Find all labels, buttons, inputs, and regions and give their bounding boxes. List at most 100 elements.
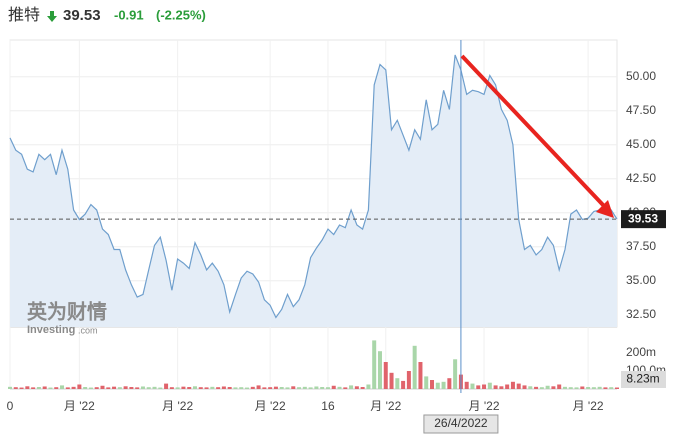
volume-bar (8, 386, 12, 389)
last-price-label: 39.53 (628, 211, 658, 225)
volume-bar (181, 386, 186, 389)
volume-bar (424, 376, 429, 389)
y-tick-label: 42.50 (626, 171, 656, 185)
x-tick-label: 16 (321, 399, 335, 413)
price-area (10, 55, 617, 327)
down-arrow (47, 11, 57, 22)
volume-bar (245, 387, 250, 389)
volume-bar (580, 386, 585, 389)
volume-bar (221, 386, 226, 389)
volume-bar (158, 387, 163, 389)
volume-bar (210, 386, 215, 389)
volume-bar (13, 387, 18, 389)
volume-bar (42, 386, 47, 389)
volume-bar (227, 387, 232, 389)
volume-bar (406, 371, 411, 389)
volume-bar (470, 383, 475, 389)
volume-bar (360, 387, 365, 389)
y-tick-label: 37.50 (626, 239, 656, 253)
volume-bar (430, 380, 435, 389)
last-price: 39.53 (63, 7, 101, 24)
volume-bar (291, 386, 296, 389)
volume-bar (31, 387, 36, 389)
plot: 32.5035.0037.5040.0042.5045.0047.5050.00… (7, 39, 666, 434)
volume-bar (539, 387, 544, 389)
volume-bar (169, 387, 174, 389)
volume-bar (164, 383, 169, 389)
volume-bar (308, 387, 313, 389)
volume-bar (441, 381, 446, 389)
volume-bar (123, 386, 128, 389)
volume-bar (343, 387, 348, 389)
volume-bar (268, 387, 273, 389)
volume-bar (198, 387, 203, 389)
volume-bar (568, 387, 573, 389)
volume-bar (314, 386, 319, 389)
watermark-en: Investing (27, 324, 75, 336)
y-tick-label: 45.00 (626, 137, 656, 151)
y-tick-label: 35.00 (626, 273, 656, 287)
volume-bar (609, 387, 614, 389)
last-price-box (621, 210, 666, 229)
volume-bar (285, 387, 290, 389)
volume-bar (545, 385, 550, 389)
volume-bar (557, 384, 562, 389)
volume-bar (435, 382, 440, 389)
price-line (9, 54, 618, 319)
x-tick-label: 月 '22 (162, 399, 193, 413)
volume-bar (418, 362, 423, 389)
x-tick-label: 0 (7, 399, 14, 413)
volume-bar (447, 378, 452, 389)
y-tick-label: 47.50 (626, 103, 656, 117)
volume-bar (262, 387, 267, 389)
volume-bar (476, 385, 481, 389)
y-tick-label: 32.50 (626, 307, 656, 321)
volume-bar (100, 385, 105, 389)
volume-bar (106, 387, 111, 389)
volume-bar (603, 387, 608, 389)
volume-bar (48, 387, 53, 389)
volume-bar (146, 387, 151, 389)
volume-bar (216, 387, 221, 389)
volume-bar (94, 387, 99, 389)
y-tick-label: 50.00 (626, 69, 656, 83)
x-tick-label: 月 '22 (469, 399, 500, 413)
volume-bar (135, 387, 140, 389)
x-tick-label: 月 '22 (64, 399, 95, 413)
volume-bar (591, 387, 596, 389)
x-tick-label: 月 '22 (255, 399, 286, 413)
volume-bar (522, 385, 527, 389)
volume-bar (586, 387, 591, 389)
volume-bar (320, 387, 325, 389)
annotation-arrowhead (596, 200, 614, 218)
volume-bar (615, 387, 619, 389)
volume-bar (574, 387, 579, 389)
volume-bar (88, 387, 93, 389)
annotation-arrow (460, 54, 606, 208)
volume-bar (383, 362, 388, 389)
volume-bar (250, 386, 255, 389)
volume-bar (25, 386, 30, 389)
volume-bar (36, 387, 41, 389)
stock-name: 推特 (8, 6, 40, 24)
crosshair-date: 26/4/2022 (434, 416, 488, 430)
volume-bar (187, 387, 192, 389)
volume-tick-label: 200m (626, 345, 656, 359)
x-tick-label: 月 '22 (370, 399, 401, 413)
volume-bar (256, 385, 261, 389)
volume-bar (349, 385, 354, 389)
volume-bar (175, 387, 180, 389)
x-tick-label: 月 '22 (573, 399, 604, 413)
volume-bar (510, 381, 515, 389)
volume-bar (389, 372, 394, 389)
volume-bar (337, 386, 342, 389)
volume-bar (401, 380, 406, 389)
last-volume-label: 8.23m (626, 372, 659, 386)
volume-bar (493, 385, 498, 389)
volume-bar (366, 384, 371, 389)
volume-bar (152, 386, 157, 389)
volume-bar (129, 387, 134, 389)
volume-bar (395, 378, 400, 389)
volume-bar (140, 386, 145, 389)
